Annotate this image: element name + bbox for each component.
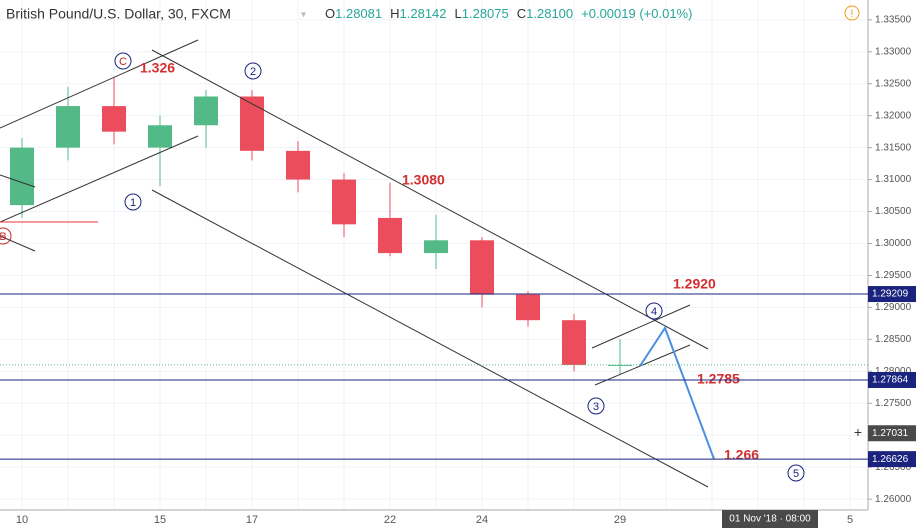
ohlc: O1.28081 H1.28142 L1.28075 C1.28100 +0.00019… (325, 6, 692, 21)
annotation: 1.2920 (673, 276, 716, 292)
wave-label: B (0, 231, 7, 243)
candle-body (516, 294, 540, 321)
wave-circle (587, 397, 605, 415)
y-tick-label: 1.26500 (875, 462, 912, 473)
ohlc-label: O (325, 6, 335, 21)
candle-body (286, 150, 310, 180)
y-tick-label: 1.31000 (875, 174, 912, 185)
x-tick-label: 17 (246, 514, 258, 526)
annotation: 1.3080 (402, 172, 445, 188)
price-label-box (868, 372, 916, 389)
y-tick-label: 1.33000 (875, 46, 912, 57)
wave-circle (0, 227, 12, 245)
alert-icon[interactable] (844, 5, 860, 21)
wave-label: 2 (250, 66, 256, 78)
y-tick-label: 1.30000 (875, 238, 912, 249)
candle-body (562, 320, 586, 365)
candle-body (470, 240, 494, 295)
channel-line (0, 235, 36, 252)
y-tick-label: 1.33500 (875, 14, 912, 25)
channel-line (0, 174, 36, 188)
crosshair-price-box (868, 425, 916, 442)
wave-circle (787, 464, 805, 482)
price-label-box (868, 286, 916, 303)
y-tick-label: 1.28000 (875, 366, 912, 377)
price-label: 1.27864 (872, 375, 909, 386)
channel-line (591, 304, 691, 349)
x-tick-label: 24 (476, 514, 488, 526)
wave-circle (114, 52, 132, 70)
candle-body (424, 240, 448, 254)
wave-label: 1 (130, 197, 136, 209)
channel-line (151, 189, 709, 488)
symbol: British Pound/U.S. Dollar, 30, FXCM (6, 6, 231, 22)
candle-body (240, 96, 264, 151)
wave-label: 4 (651, 306, 657, 318)
x-tick-label: 5 (847, 514, 853, 526)
crosshair-time-box (722, 510, 818, 528)
candle-body (194, 96, 218, 126)
ohlc-label: C (517, 6, 526, 21)
candle-body (378, 217, 402, 254)
drawings: 1.326 1.3080 1.2920 1.2785 1.266 C 2 B 1… (0, 39, 805, 488)
annotation: 1.266 (724, 447, 759, 463)
y-tick-label: 1.29500 (875, 270, 912, 281)
channel-line (0, 39, 199, 129)
annotation: 1.326 (140, 60, 175, 76)
price-label: 1.26626 (872, 454, 909, 465)
wave-label: 3 (593, 401, 599, 413)
ohlc-value: 1.28075 (462, 6, 509, 21)
wave-circle (244, 62, 262, 80)
x-tick-label: 29 (614, 514, 626, 526)
candle-body (332, 179, 356, 225)
wave-circle (124, 193, 142, 211)
y-tick-label: 1.26000 (875, 494, 912, 505)
ohlc-label: L (455, 6, 462, 21)
y-tick-label: 1.32500 (875, 78, 912, 89)
dropdown-caret: ▾ (301, 10, 306, 21)
crosshair-time: 01 Nov '18 · 08:00 (729, 514, 811, 525)
x-tick-label: 15 (154, 514, 166, 526)
candle-body (10, 147, 34, 206)
wave-circle (645, 302, 663, 320)
channel-line (0, 135, 199, 223)
projection-path (639, 325, 715, 460)
crosshair-price: 1.27031 (872, 428, 909, 439)
x-tick-label: 22 (384, 514, 396, 526)
ohlc-value: 1.28081 (335, 6, 382, 21)
y-tick-label: 1.30500 (875, 206, 912, 217)
y-tick-label: 1.29000 (875, 302, 912, 313)
price-label-box (868, 451, 916, 468)
alert-icon-mark[interactable]: ! (850, 8, 853, 20)
y-tick-label: 1.28500 (875, 334, 912, 345)
wave-label: 5 (793, 468, 799, 480)
price-label: 1.29209 (872, 289, 909, 300)
candle-body (608, 364, 632, 366)
ohlc-value: 1.28100 (526, 6, 573, 21)
channel-line (151, 49, 709, 350)
x-tick-label: 10 (16, 514, 28, 526)
y-tick-label: 1.31500 (875, 142, 912, 153)
ohlc-value: 1.28142 (400, 6, 447, 21)
legend-header: British Pound/U.S. Dollar, 30, FXCM ▾ O1… (6, 5, 860, 22)
y-tick-label: 1.27500 (875, 398, 912, 409)
candle-body (148, 125, 172, 148)
wave-label: C (119, 56, 127, 68)
y-tick-label: 1.32000 (875, 110, 912, 121)
change: +0.00019 (+0.01%) (581, 6, 692, 21)
candle-body (56, 106, 80, 148)
ohlc-label: H (390, 6, 399, 21)
crosshair-icon: + (854, 424, 862, 440)
candles (10, 77, 632, 375)
annotation: 1.2785 (697, 371, 740, 387)
candle-body (102, 106, 126, 132)
